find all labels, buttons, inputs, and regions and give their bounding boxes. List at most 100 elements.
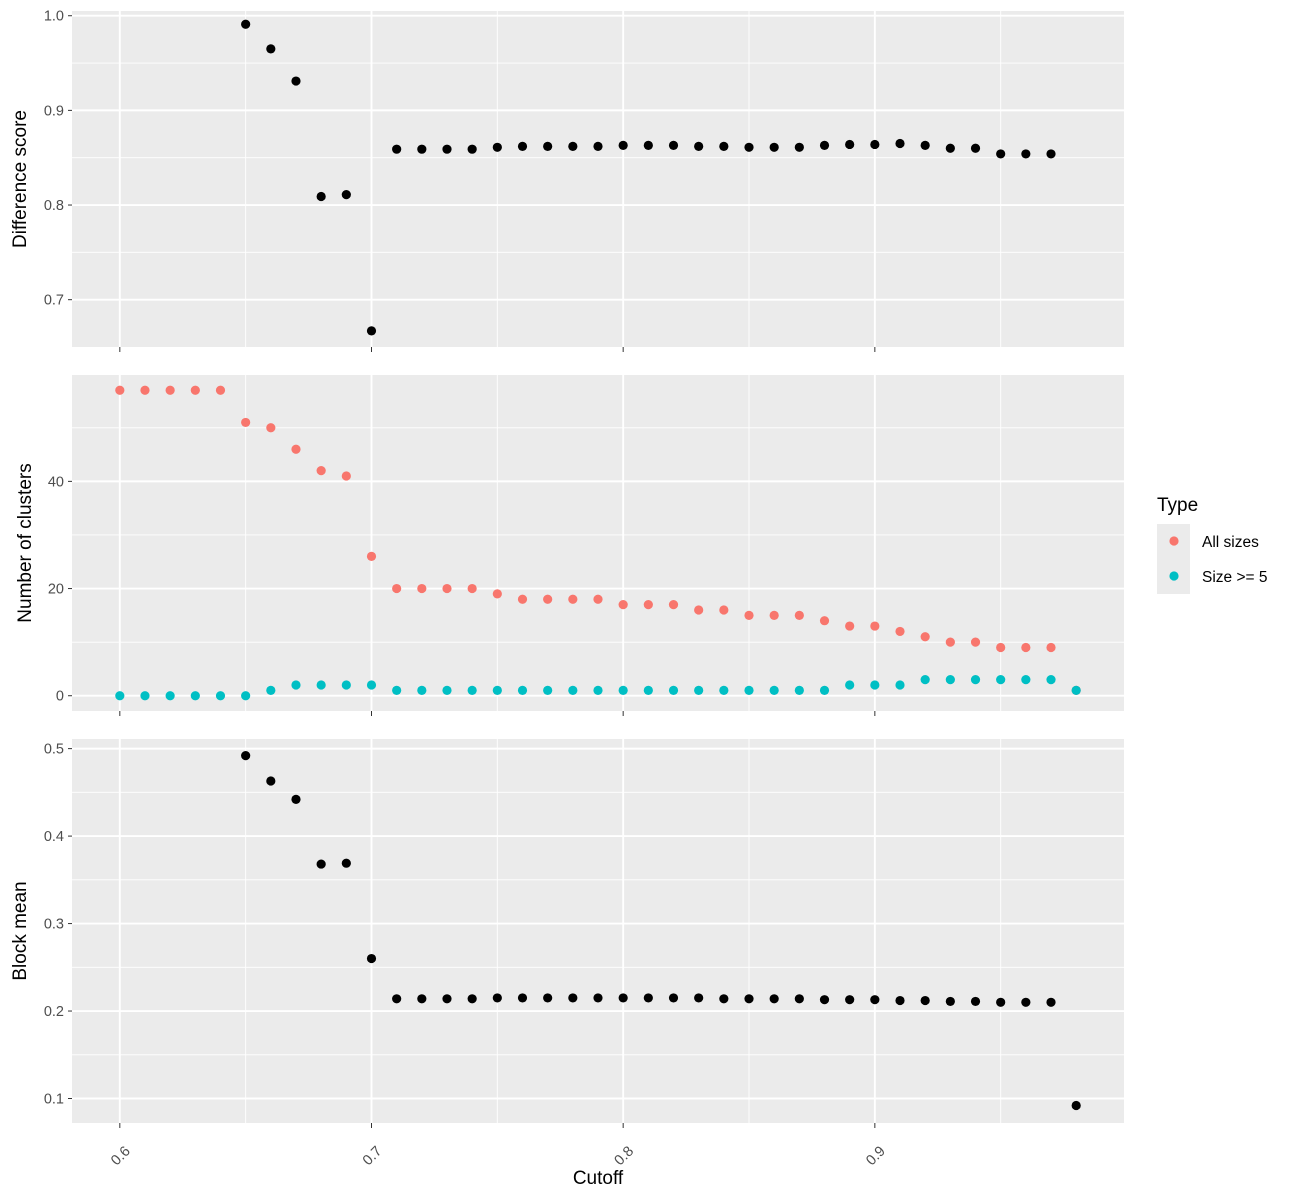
data-point <box>467 144 477 154</box>
data-point <box>190 691 200 701</box>
data-point <box>794 994 804 1004</box>
data-point <box>618 685 628 695</box>
data-point <box>970 637 981 647</box>
data-point <box>543 685 553 695</box>
data-point <box>668 140 679 150</box>
data-point <box>719 605 729 615</box>
data-point <box>643 993 653 1003</box>
data-point <box>392 685 402 695</box>
data-point <box>341 858 351 868</box>
data-point <box>316 680 326 690</box>
data-point <box>517 993 528 1003</box>
facet-panels: 0.7 0.8 0.9 1.0 Difference score 0 20 40 Number … <box>10 9 1124 1169</box>
data-point <box>215 691 226 701</box>
data-point <box>492 142 502 152</box>
data-point <box>819 685 830 695</box>
data-point <box>517 141 528 151</box>
data-point <box>618 140 628 150</box>
data-point <box>845 995 855 1005</box>
legend-title: Type <box>1157 495 1198 516</box>
data-point <box>341 190 351 200</box>
data-point <box>996 642 1006 653</box>
data-point <box>643 685 653 695</box>
data-point <box>920 632 930 642</box>
y-tick-label: 0.1 <box>44 1092 64 1108</box>
legend-label-size-5: Size >= 5 <box>1202 569 1268 586</box>
y-tick-label: 0.8 <box>44 198 64 214</box>
data-point <box>870 995 880 1005</box>
series-points <box>241 19 1056 336</box>
data-point <box>845 139 855 150</box>
data-point <box>366 326 377 336</box>
y-axis-title: Block mean <box>10 881 31 980</box>
data-point <box>291 444 301 454</box>
data-point <box>996 149 1006 159</box>
data-point <box>920 995 930 1006</box>
data-point <box>316 466 326 476</box>
legend: Type All sizes Size >= 5 <box>1157 495 1268 594</box>
data-point <box>366 551 377 561</box>
y-tick-label: 0.4 <box>44 829 64 845</box>
data-point <box>568 993 578 1003</box>
data-point <box>668 600 679 610</box>
data-point <box>870 139 880 150</box>
series-all-sizes <box>115 385 1081 695</box>
y-tick-label: 0.3 <box>44 917 64 933</box>
y-tick-label: 0 <box>56 689 64 705</box>
data-point <box>895 626 905 637</box>
data-point <box>341 680 351 690</box>
data-point <box>1021 642 1031 653</box>
data-point <box>115 385 125 395</box>
data-point <box>1046 997 1056 1007</box>
legend-label-all-sizes: All sizes <box>1202 534 1259 551</box>
data-point <box>794 685 804 695</box>
data-point <box>643 140 653 150</box>
data-point <box>819 616 830 626</box>
data-point <box>744 994 754 1004</box>
data-point <box>140 385 150 395</box>
data-point <box>241 19 251 29</box>
data-point <box>744 142 754 152</box>
data-point <box>366 680 377 690</box>
data-point <box>694 605 704 615</box>
data-point <box>819 995 830 1005</box>
data-point <box>668 993 679 1003</box>
data-point <box>618 993 628 1003</box>
data-point <box>845 680 855 690</box>
data-point <box>568 594 578 604</box>
y-axis-title: Difference score <box>10 110 31 248</box>
data-point <box>769 685 779 695</box>
data-point <box>769 610 779 620</box>
data-point <box>794 610 804 620</box>
data-point <box>492 993 502 1003</box>
data-point <box>517 685 528 695</box>
data-point <box>291 794 301 804</box>
data-point <box>417 994 427 1004</box>
data-point <box>744 685 754 695</box>
data-point <box>769 142 779 152</box>
x-axis-title: Cutoff <box>573 1168 624 1189</box>
data-point <box>517 594 528 604</box>
data-point <box>1071 685 1081 695</box>
data-point <box>392 144 402 154</box>
panel-2: 0 20 40 Number of clusters <box>15 375 1124 716</box>
data-point <box>266 685 276 695</box>
data-point <box>266 423 276 433</box>
data-point <box>543 594 553 604</box>
data-point <box>1021 997 1031 1007</box>
series-size-5 <box>115 675 1081 701</box>
data-point <box>920 675 930 685</box>
data-point <box>291 76 301 86</box>
data-point <box>165 691 175 701</box>
data-point <box>895 995 905 1006</box>
legend-marker-all-sizes <box>1169 536 1179 546</box>
y-tick-label: 0.9 <box>44 103 64 119</box>
data-point <box>165 385 175 395</box>
data-point <box>945 143 955 153</box>
data-point <box>870 621 880 631</box>
data-point <box>543 141 553 151</box>
y-tick-label: 0.7 <box>44 293 64 309</box>
data-point <box>417 685 427 695</box>
